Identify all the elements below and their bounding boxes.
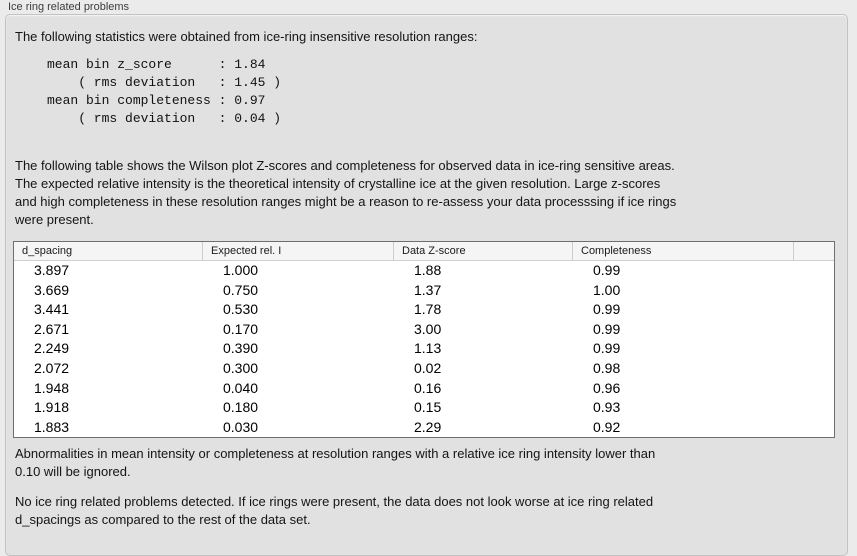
table-cell: 0.170 (223, 320, 259, 337)
ice-ring-table: d_spacing Expected rel. I Data Z-score Comp… (13, 241, 835, 438)
table-cell: 0.180 (223, 399, 259, 416)
column-header-d_spacing[interactable]: d_spacing (14, 242, 203, 260)
stats-intro-text: The following statistics were obtained f… (15, 29, 478, 44)
table-cell: 0.92 (593, 418, 621, 435)
table-cell: 1.948 (34, 379, 70, 396)
mean-bin-stats-block: mean bin z_score : 1.84 ( rms deviation … (47, 57, 282, 126)
conclusion-text: No ice ring related problems detected. I… (15, 494, 654, 527)
table-cell: 2.29 (414, 418, 442, 435)
table-row[interactable]: 2.072 0.300 0.02 0.98 (14, 359, 834, 379)
table-cell: 3.669 (34, 281, 70, 298)
abnormalities-note-text: Abnormalities in mean intensity or compl… (15, 446, 656, 479)
table-row[interactable]: 3.669 0.750 1.37 1.00 (14, 281, 834, 301)
table-cell: 1.78 (414, 301, 442, 318)
column-header-blank[interactable] (794, 242, 834, 260)
table-header-row: d_spacing Expected rel. I Data Z-score Comp… (14, 242, 834, 261)
table-row[interactable]: 1.883 0.030 2.29 0.92 (14, 418, 834, 438)
table-cell: 0.99 (593, 320, 621, 337)
table-cell: 1.13 (414, 340, 442, 357)
table-body: 3.897 1.000 1.88 0.99 3.669 0.750 1.37 1.00 3.44… (14, 261, 834, 437)
table-row[interactable]: 3.897 1.000 1.88 0.99 (14, 261, 834, 281)
table-row[interactable]: 1.918 0.180 0.15 0.93 (14, 398, 834, 418)
table-cell: 3.441 (34, 301, 70, 318)
table-cell: 0.96 (593, 379, 621, 396)
table-cell: 1.37 (414, 281, 442, 298)
table-cell: 0.99 (593, 262, 621, 278)
table-cell: 2.249 (34, 340, 70, 357)
column-header-Expected rel. I[interactable]: Expected rel. I (203, 242, 394, 260)
column-header-Completeness[interactable]: Completeness (573, 242, 794, 260)
table-cell: 0.99 (593, 301, 621, 318)
table-cell: 0.98 (593, 359, 621, 376)
table-row[interactable]: 2.249 0.390 1.13 0.99 (14, 339, 834, 359)
table-row[interactable]: 2.671 0.170 3.00 0.99 (14, 320, 834, 340)
table-cell: 0.040 (223, 379, 259, 396)
table-cell: 0.750 (223, 281, 259, 298)
table-cell: 0.15 (414, 399, 442, 416)
table-cell: 0.99 (593, 340, 621, 357)
table-description-text: The following table shows the Wilson plo… (15, 158, 677, 227)
table-cell: 1.88 (414, 262, 442, 278)
table-cell: 3.00 (414, 320, 442, 337)
table-cell: 0.530 (223, 301, 259, 318)
table-cell: 0.02 (414, 359, 442, 376)
panel-title: Ice ring related problems (8, 1, 130, 13)
table-cell: 0.16 (414, 379, 442, 396)
table-cell: 1.918 (34, 399, 70, 416)
table-cell: 0.030 (223, 418, 259, 435)
table-cell: 0.93 (593, 399, 621, 416)
column-header-Data Z-score[interactable]: Data Z-score (394, 242, 573, 260)
table-cell: 1.883 (34, 418, 70, 435)
table-row[interactable]: 3.441 0.530 1.78 0.99 (14, 300, 834, 320)
table-cell: 2.072 (34, 359, 70, 376)
table-cell: 2.671 (34, 320, 70, 337)
table-cell: 3.897 (34, 262, 70, 278)
table-cell: 0.390 (223, 340, 259, 357)
table-cell: 0.300 (223, 359, 259, 376)
table-row[interactable]: 1.948 0.040 0.16 0.96 (14, 379, 834, 399)
ice-ring-groupbox: The following statistics were obtained f… (5, 14, 848, 556)
table-cell: 1.00 (593, 281, 621, 298)
table-cell: 1.000 (223, 262, 259, 278)
